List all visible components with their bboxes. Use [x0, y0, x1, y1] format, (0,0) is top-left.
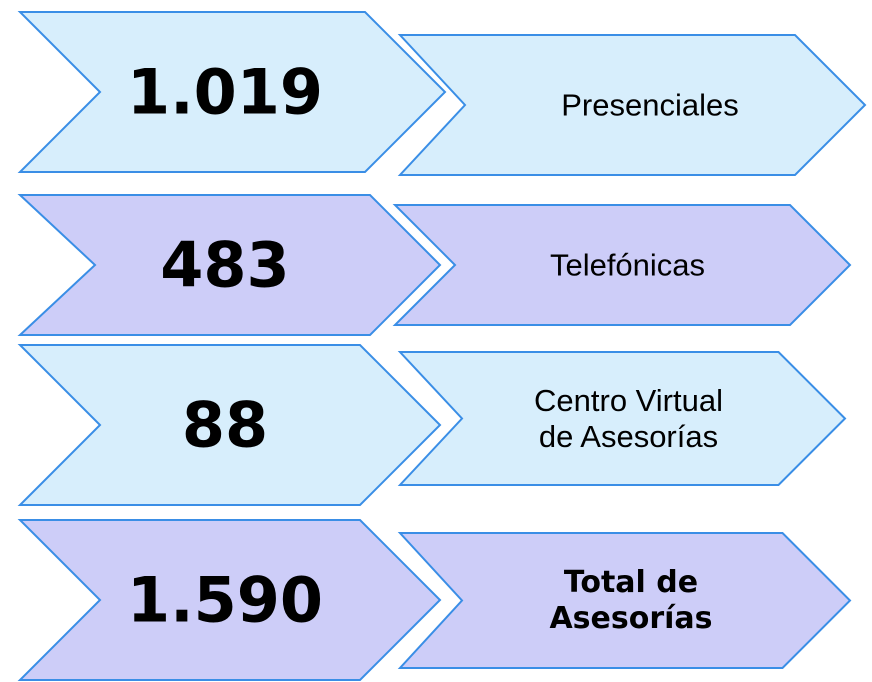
label-chevron: [397, 351, 847, 486]
number-chevron: [17, 344, 442, 506]
number-chevron: [17, 11, 447, 173]
label-chevron: [397, 532, 852, 669]
category-label: Total de: [564, 565, 698, 600]
count: 1.590: [127, 564, 323, 637]
category-label: de Asesorías: [539, 419, 718, 454]
count: 483: [160, 229, 289, 302]
count: 1.019: [127, 56, 323, 129]
count: 88: [182, 389, 268, 462]
category-label: Presenciales: [561, 88, 738, 123]
category-label: Centro Virtual: [534, 383, 723, 418]
label-chevron: [392, 204, 852, 326]
category-label: Asesorías: [549, 601, 712, 636]
number-chevron: [17, 519, 442, 681]
number-chevron: [17, 194, 442, 336]
category-label: Telefónicas: [550, 248, 705, 283]
label-chevron: [397, 34, 867, 176]
